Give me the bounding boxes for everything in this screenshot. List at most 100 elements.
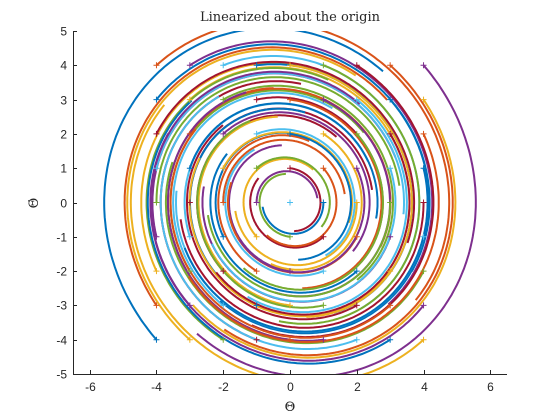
initial-point-marker: [353, 96, 360, 103]
trajectory-line: [155, 76, 401, 203]
initial-point-marker: [353, 336, 360, 343]
y-axis-label: Θ̇: [27, 198, 42, 209]
initial-point-marker: [153, 62, 160, 69]
initial-point-marker: [220, 336, 227, 343]
initial-point-marker: [287, 130, 293, 137]
initial-point-marker: [186, 165, 193, 172]
trajectory-line: [207, 202, 392, 298]
initial-point-marker: [320, 302, 327, 309]
initial-point-marker: [320, 336, 327, 343]
trajectory-line: [255, 170, 319, 203]
initial-point-marker: [253, 165, 260, 172]
trajectory-line: [197, 115, 291, 307]
trajectory-line: [222, 131, 353, 224]
trajectory-line: [222, 138, 346, 203]
initial-point-marker: [220, 302, 227, 309]
trajectory-line: [242, 157, 314, 238]
initial-point-marker: [387, 302, 394, 309]
initial-point-marker: [320, 130, 327, 137]
initial-point-marker: [353, 268, 360, 275]
trajectory-line: [179, 202, 425, 329]
initial-point-marker: [287, 62, 293, 69]
initial-point-marker: [153, 199, 160, 206]
trajectory-line: [192, 99, 457, 359]
initial-point-marker: [220, 96, 227, 103]
initial-point-marker: [287, 233, 293, 240]
initial-point-marker: [287, 199, 293, 206]
trajectory-line: [129, 104, 425, 374]
trajectory-line: [256, 128, 356, 257]
trajectory-line: [145, 66, 329, 341]
trajectory-line: [242, 133, 384, 291]
trajectory-line: [223, 64, 454, 357]
x-tick-label: 4: [421, 380, 428, 394]
initial-point-marker: [420, 96, 427, 103]
trajectory-line: [164, 161, 425, 345]
trajectory-line: [189, 40, 434, 306]
initial-point-marker: [387, 336, 394, 343]
trajectory-line: [166, 91, 324, 342]
initial-point-marker: [353, 62, 360, 69]
trajectory-line: [222, 84, 394, 281]
initial-condition-markers: [153, 62, 427, 343]
trajectory-line: [187, 133, 440, 344]
initial-point-marker: [420, 336, 427, 343]
initial-point-marker: [153, 336, 160, 343]
initial-point-marker: [387, 199, 394, 206]
initial-point-marker: [287, 96, 293, 103]
x-tick-label: -2: [218, 380, 229, 394]
initial-point-marker: [186, 302, 193, 309]
initial-point-marker: [153, 96, 160, 103]
y-tick-label: -3: [56, 299, 67, 313]
initial-point-marker: [353, 302, 360, 309]
initial-point-marker: [220, 130, 227, 137]
y-tick-label: -2: [56, 265, 67, 279]
initial-point-marker: [353, 130, 360, 137]
initial-point-marker: [353, 233, 360, 240]
trajectory-line: [196, 119, 324, 309]
trajectory-line: [123, 46, 388, 306]
initial-point-marker: [387, 96, 394, 103]
initial-point-marker: [420, 62, 427, 69]
initial-point-marker: [420, 302, 427, 309]
trajectory-line: [289, 132, 352, 261]
trajectory-line: [186, 124, 358, 321]
initial-point-marker: [287, 268, 293, 275]
x-axis-label: Θ: [285, 400, 296, 415]
y-tick-label: -5: [56, 368, 67, 382]
initial-point-marker: [153, 233, 160, 240]
initial-point-marker: [287, 336, 293, 343]
trajectory-line: [238, 167, 366, 274]
initial-point-marker: [153, 130, 160, 137]
trajectory-line: [289, 98, 383, 290]
y-tick-label: 3: [60, 94, 67, 108]
initial-point-marker: [287, 302, 293, 309]
y-tick-label: 1: [60, 162, 67, 176]
trajectory-line: [255, 156, 331, 228]
initial-point-marker: [320, 199, 327, 206]
trajectory-line: [219, 98, 431, 335]
x-tick-label: -6: [85, 380, 96, 394]
x-tick-label: 0: [287, 380, 294, 394]
trajectory-line: [209, 153, 358, 294]
initial-point-marker: [320, 62, 327, 69]
initial-point-marker: [253, 233, 260, 240]
trajectory-line: [261, 202, 325, 235]
trajectory-line: [103, 31, 384, 341]
initial-point-marker: [320, 233, 327, 240]
initial-point-marker: [153, 268, 160, 275]
initial-point-marker: [186, 199, 193, 206]
trajectory-line: [188, 157, 392, 318]
trajectory-line: [126, 48, 357, 341]
initial-point-marker: [320, 165, 327, 172]
trajectory-line: [188, 102, 379, 219]
x-tick-label: 6: [487, 380, 494, 394]
initial-point-marker: [420, 165, 427, 172]
initial-point-marker: [320, 268, 327, 275]
initial-point-marker: [153, 165, 160, 172]
trajectory-line: [224, 148, 324, 277]
y-tick-label: 2: [60, 128, 67, 142]
trajectory-line: [247, 98, 408, 314]
initial-point-marker: [387, 233, 394, 240]
